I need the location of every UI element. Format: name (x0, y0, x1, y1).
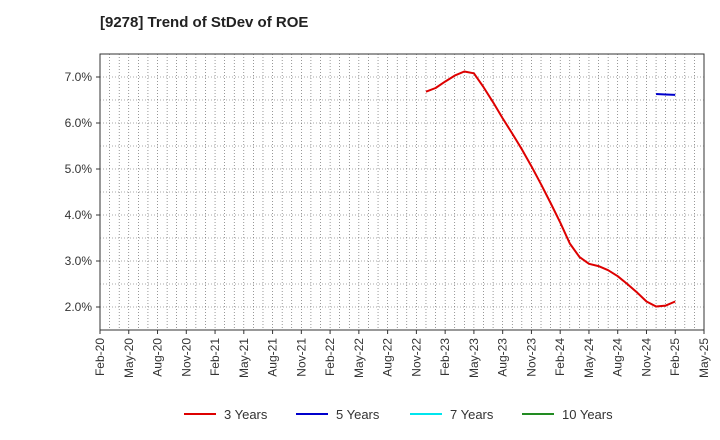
x-tick-label: Feb-25 (668, 338, 682, 376)
x-tick-label: Feb-21 (208, 338, 222, 376)
legend-label: 5 Years (336, 407, 380, 422)
x-tick-label: May-23 (467, 338, 481, 378)
grid-lines (100, 54, 704, 330)
x-tick-label: Aug-22 (381, 338, 395, 377)
y-tick-label: 7.0% (65, 70, 93, 84)
x-tick-label: Nov-23 (524, 338, 538, 377)
y-tick-label: 2.0% (65, 300, 93, 314)
legend-item-10-years: 10 Years (522, 407, 613, 422)
y-tick-label: 4.0% (65, 208, 93, 222)
series-line-3-years (425, 70, 676, 308)
legend-label: 3 Years (224, 407, 268, 422)
x-tick-label: Aug-23 (496, 338, 510, 377)
x-tick-label: May-25 (697, 338, 711, 378)
x-tick-label: Nov-24 (639, 338, 653, 377)
x-tick-label: May-21 (237, 338, 251, 378)
x-tick-label: May-20 (122, 338, 136, 378)
x-tick-label: Feb-22 (323, 338, 337, 376)
x-tick-label: Aug-21 (266, 338, 280, 377)
series-line-5-years (656, 93, 676, 96)
y-tick-label: 3.0% (65, 254, 93, 268)
x-axis: Feb-20 May-20 Aug-20 Nov-20 Feb-21 May-21 Aug-… (93, 330, 711, 378)
legend: 3 Years 5 Years 7 Years 10 Years (184, 407, 613, 422)
y-tick-label: 5.0% (65, 162, 93, 176)
series-lines (425, 70, 676, 308)
x-tick-label: Nov-22 (409, 338, 423, 377)
x-tick-label: Feb-23 (438, 338, 452, 376)
x-tick-label: Feb-20 (93, 338, 107, 376)
legend-label: 10 Years (562, 407, 613, 422)
x-tick-label: Feb-24 (553, 338, 567, 376)
x-tick-label: May-22 (352, 338, 366, 378)
legend-label: 7 Years (450, 407, 494, 422)
x-tick-label: Nov-20 (179, 338, 193, 377)
x-tick-label: May-24 (582, 338, 596, 378)
legend-item-3-years: 3 Years (184, 407, 268, 422)
legend-item-7-years: 7 Years (410, 407, 494, 422)
x-tick-label: Aug-24 (611, 338, 625, 377)
legend-item-5-years: 5 Years (296, 407, 380, 422)
x-tick-label: Aug-20 (151, 338, 165, 377)
y-axis: 2.0% 3.0% 4.0% 5.0% 6.0% 7.0% (65, 70, 100, 314)
x-tick-label: Nov-21 (294, 338, 308, 377)
y-tick-label: 6.0% (65, 116, 93, 130)
chart-title: [9278] Trend of StDev of ROE (100, 14, 309, 31)
